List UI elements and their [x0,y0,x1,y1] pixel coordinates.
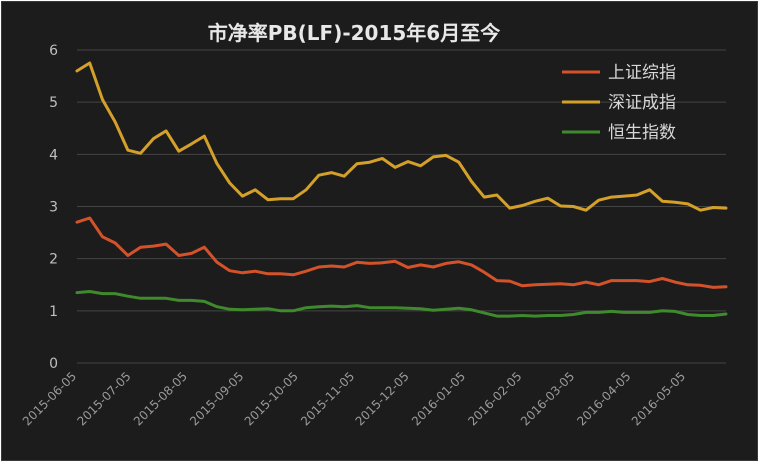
x-tick-label: 2016-03-05 [518,369,577,428]
chart-title: 市净率PB(LF)-2015年6月至今 [208,21,501,45]
legend-label-1: 上证综指 [608,63,676,83]
x-tick-label: 2016-04-05 [574,369,633,428]
series-line-1 [75,216,728,289]
legend-label-2: 深证成指 [608,93,676,113]
x-tick-label: 2015-08-05 [131,369,190,428]
x-tick-label: 2015-12-05 [353,369,412,428]
series-layer [75,61,728,318]
x-tick-label: 2015-11-05 [298,369,357,428]
y-tick-label: 2 [49,252,58,268]
y-tick-label: 0 [49,356,58,372]
grid-layer [77,49,726,364]
y-tick-label: 4 [49,147,58,163]
y-tick-label: 1 [49,304,58,320]
x-tick-label: 2015-10-05 [242,369,301,428]
y-tick-label: 5 [49,95,58,111]
y-tick-label: 3 [49,200,58,216]
x-tick-label: 2016-02-05 [465,369,524,428]
series-line-2 [75,61,728,212]
x-tick-label: 2015-07-05 [74,369,133,428]
y-tick-label: 6 [49,43,58,59]
x-tick-label: 2015-09-05 [187,369,246,428]
x-tick-label: 2016-01-05 [409,369,468,428]
x-axis: 2015-06-052015-07-052015-08-052015-09-05… [20,369,688,428]
series-line-3 [75,290,728,318]
x-tick-label: 2015-06-05 [20,369,79,428]
legend-label-3: 恒生指数 [608,123,676,143]
y-axis: 0 1 2 3 4 5 6 [49,43,58,372]
x-tick-label: 2016-05-05 [629,369,688,428]
